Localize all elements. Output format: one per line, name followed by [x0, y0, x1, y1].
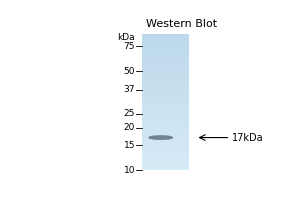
Text: 20: 20 — [124, 123, 135, 132]
Text: kDa: kDa — [118, 33, 135, 42]
Ellipse shape — [149, 136, 172, 139]
Text: 15: 15 — [124, 141, 135, 150]
Text: 37: 37 — [124, 85, 135, 94]
Text: 75: 75 — [124, 42, 135, 51]
Text: 17kDa: 17kDa — [232, 133, 263, 143]
Text: 10: 10 — [124, 166, 135, 175]
Text: Western Blot: Western Blot — [146, 19, 217, 29]
Text: 50: 50 — [124, 67, 135, 76]
Text: 25: 25 — [124, 109, 135, 118]
